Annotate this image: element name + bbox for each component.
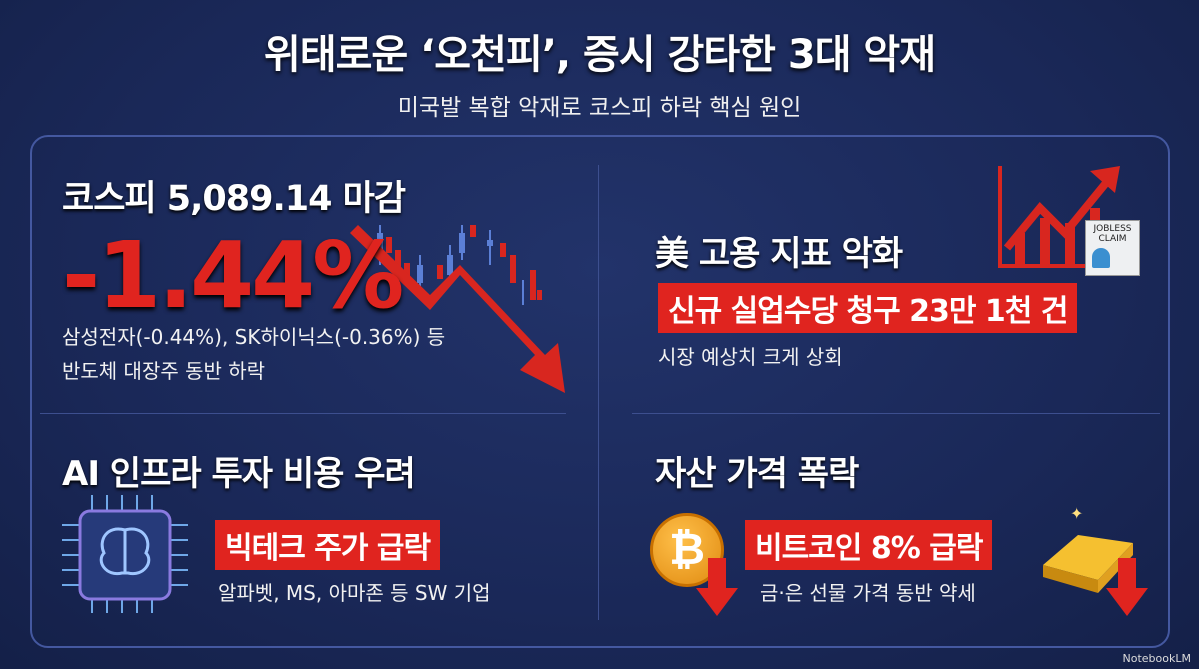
kospi-detail-line1: 삼성전자(-0.44%), SK하이닉스(-0.36%) 등 (62, 325, 446, 349)
kospi-heading: 코스피 5,089.14 마감 (62, 179, 406, 219)
ai-chip-brain-icon (62, 495, 188, 613)
page-subtitle: 미국발 복합 악재로 코스피 하락 핵심 원인 (397, 95, 802, 121)
horizontal-divider-right (632, 413, 1160, 414)
ai-detail: 알파벳, MS, 아마존 등 SW 기업 (218, 581, 491, 605)
ai-heading: AI 인프라 투자 비용 우려 (62, 454, 416, 494)
down-arrow-icon (696, 558, 738, 616)
horizontal-divider-left (40, 413, 566, 414)
assets-highlight: 비트코인 8% 급락 (745, 520, 993, 570)
down-arrow-icon (1106, 558, 1148, 616)
doc-label-2: CLAIM (1098, 234, 1127, 244)
jobs-detail: 시장 예상치 크게 상회 (658, 345, 843, 369)
jobs-highlight: 신규 실업수당 청구 23만 1천 건 (658, 283, 1078, 333)
kospi-detail-line2: 반도체 대장주 동반 하락 (62, 359, 266, 383)
assets-detail: 금·은 선물 가격 동반 약세 (760, 581, 976, 605)
svg-text:✦: ✦ (1070, 505, 1083, 523)
page-title: 위태로운 ‘오천피’, 증시 강타한 3대 악재 (263, 32, 936, 78)
gold-bar-icon: ✦ (1043, 505, 1133, 593)
jobless-claim-document-icon: JOBLESS CLAIM (1085, 220, 1140, 276)
person-icon (1092, 248, 1110, 268)
jobs-heading: 美 고용 지표 악화 (655, 234, 903, 274)
doc-label-1: JOBLESS (1093, 224, 1132, 234)
kospi-change: -1.44% (62, 222, 404, 329)
notebooklm-watermark: NotebookLM (1122, 652, 1191, 665)
content-panel (30, 135, 1170, 648)
falling-arrow-candlestick-icon (350, 225, 565, 393)
assets-heading: 자산 가격 폭락 (655, 454, 859, 494)
vertical-divider (598, 165, 599, 620)
ai-highlight: 빅테크 주가 급락 (215, 520, 441, 570)
